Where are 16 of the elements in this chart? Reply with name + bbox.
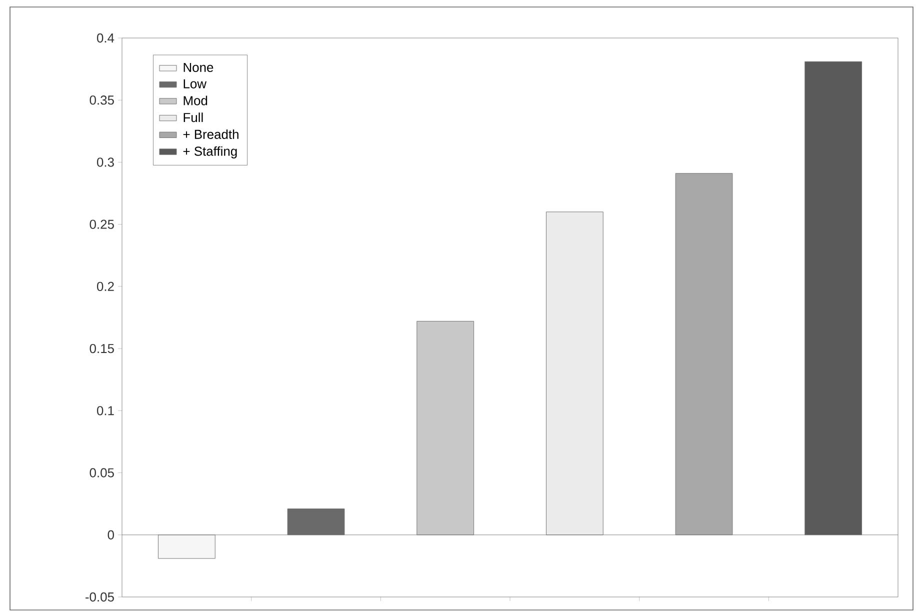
legend-label: + Breadth xyxy=(183,129,238,139)
y-tick-label: 0.4 xyxy=(96,33,114,43)
y-tick-label: 0.2 xyxy=(96,282,114,292)
legend-label: + Staffing xyxy=(183,146,237,158)
y-tick-label: 0 xyxy=(108,530,114,540)
y-tick-label: 0.25 xyxy=(90,220,114,229)
y-tick-label: 0.1 xyxy=(96,406,114,416)
legend-label: None xyxy=(184,62,214,72)
legend-label: Mod xyxy=(184,96,208,106)
y-tick-label: 0.35 xyxy=(90,96,114,105)
y-tick-label: 0.15 xyxy=(90,344,114,354)
y-tick-label: -0.05 xyxy=(86,592,114,602)
y-tick-label: 0.05 xyxy=(90,468,114,478)
y-tick-label: 0.3 xyxy=(96,158,114,167)
legend-label: Full xyxy=(184,112,203,122)
legend-label: Low xyxy=(184,79,207,88)
